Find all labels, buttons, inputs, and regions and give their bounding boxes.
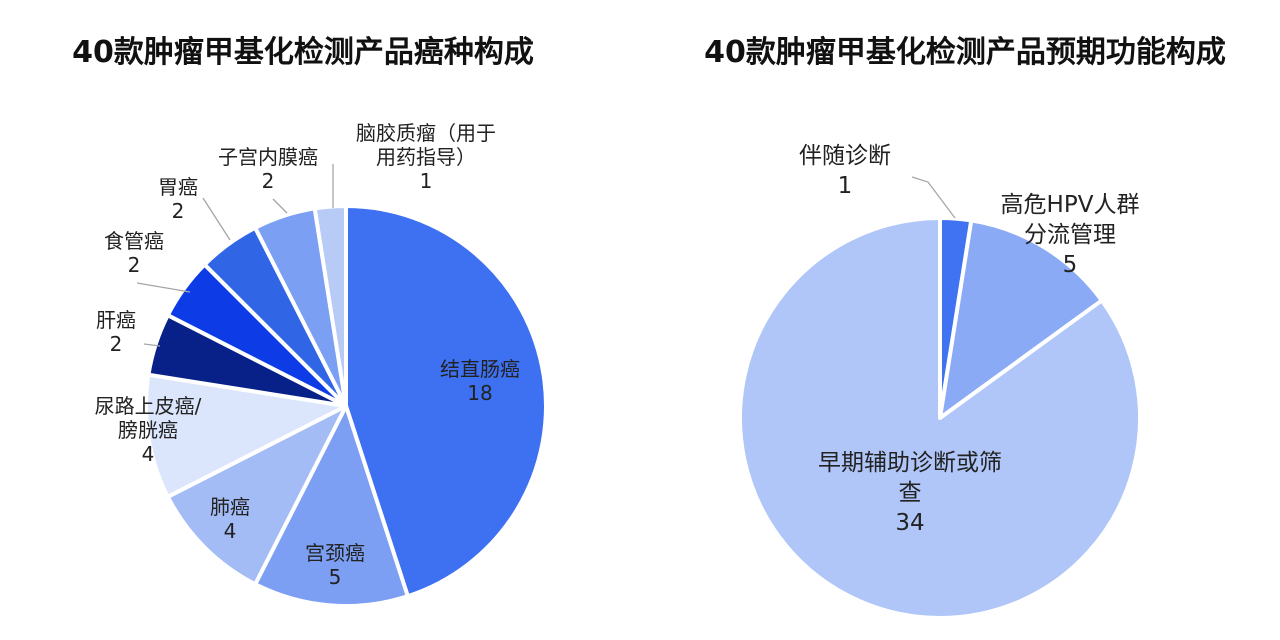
slice-label-0-8: 脑胶质瘤（用于用药指导） 1 (356, 121, 496, 193)
slice-label-0-5: 食管癌 2 (104, 229, 164, 277)
slice-label-0-1: 宫颈癌 5 (305, 541, 365, 589)
pie-slice-0-3 (144, 372, 348, 499)
slice-label-0-7: 子宫内膜癌 2 (218, 145, 318, 193)
leader-line-0-4 (143, 343, 161, 347)
leader-line-0-6 (202, 197, 231, 241)
pie-chart-functions: 伴随诊断 1 高危HPV人群分流管理 5 早期辅助诊断或筛查 34 (738, 143, 1142, 620)
slice-label-1-0: 伴随诊断 1 (799, 143, 891, 199)
pie-slice-1-1 (938, 218, 1104, 420)
slice-label-0-4: 肝癌 2 (96, 308, 136, 356)
slice-label-0-6: 胃癌 2 (158, 175, 198, 223)
pie-slice-0-0 (344, 204, 548, 599)
chart-title-functions: 40款肿瘤甲基化检测产品预期功能构成 (704, 35, 1226, 70)
slice-label-0-2: 肺癌 4 (210, 495, 250, 543)
slice-label-1-2: 早期辅助诊断或筛查 34 (818, 450, 1002, 536)
leader-line-1-0 (911, 176, 956, 219)
slice-label-0-0: 结直肠癌 18 (440, 357, 520, 405)
pie-slice-0-1 (253, 404, 410, 608)
slice-label-0-3: 尿路上皮癌/膀胱癌 4 (95, 394, 202, 466)
pie-slice-1-2 (738, 216, 1142, 620)
leader-line-0-7 (272, 198, 288, 214)
slice-label-1-1: 高危HPV人群分流管理 5 (1001, 192, 1140, 278)
pie-slice-0-2 (165, 404, 348, 587)
chart-title-cancer-types: 40款肿瘤甲基化检测产品癌种构成 (72, 35, 534, 70)
pie-slice-0-8 (312, 203, 348, 408)
leader-line-0-5 (136, 282, 191, 293)
